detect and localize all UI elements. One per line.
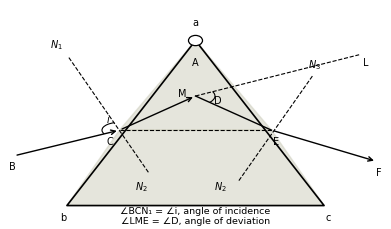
Text: C: C [106,137,113,147]
Text: $N_2$: $N_2$ [135,180,147,194]
Text: $N_2$: $N_2$ [214,180,227,194]
Text: D: D [214,96,222,106]
Text: $N_3$: $N_3$ [308,58,321,72]
Text: $N_1$: $N_1$ [50,38,63,52]
Polygon shape [120,41,271,130]
Polygon shape [67,130,324,206]
Text: M: M [178,89,187,99]
Circle shape [188,35,203,46]
Text: B: B [9,162,16,172]
Text: b: b [60,213,66,223]
Text: E: E [273,137,280,147]
Text: L: L [363,58,369,68]
Text: ∠LME = ∠D, angle of deviation: ∠LME = ∠D, angle of deviation [121,217,270,226]
Text: ∠BCN₁ = ∠i, angle of incidence: ∠BCN₁ = ∠i, angle of incidence [120,207,271,216]
Text: F: F [375,168,381,178]
Text: c: c [325,213,331,223]
Text: A: A [192,58,199,68]
Text: $i$: $i$ [106,113,111,125]
Text: a: a [192,18,199,28]
